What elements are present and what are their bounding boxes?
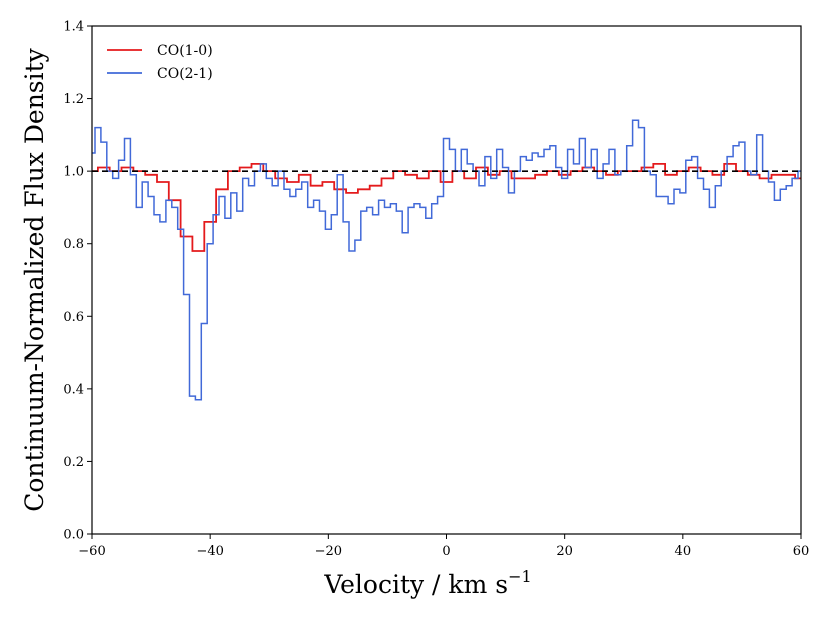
y-tick-label: 1.2 (63, 92, 84, 107)
x-axis-title: Velocity / km s−1 (323, 567, 531, 599)
series-line-co-2-1 (92, 119, 801, 401)
x-ticks: −60 −40 −20 0 20 40 60 (78, 534, 809, 559)
y-tick-label: 1.0 (63, 165, 84, 180)
x-tick-label: −40 (196, 544, 223, 559)
x-tick-label: 0 (442, 544, 450, 559)
legend: CO(1-0) CO(2-1) (107, 43, 213, 82)
x-tick-label: 40 (675, 544, 692, 559)
x-tick-label: −20 (315, 544, 342, 559)
series-layer (92, 119, 801, 401)
y-tick-label: 0.2 (63, 455, 84, 470)
x-tick-label: 20 (556, 544, 573, 559)
y-tick-label: 0.4 (63, 382, 84, 397)
x-axis-title-exponent: −1 (508, 567, 532, 586)
legend-label-co10: CO(1-0) (157, 43, 213, 59)
y-tick-label: 0.8 (63, 237, 84, 252)
y-tick-label: 0.6 (63, 310, 84, 325)
series-line-co-1-0 (92, 163, 801, 252)
x-tick-label: −60 (78, 544, 105, 559)
y-tick-label: 1.4 (63, 20, 84, 35)
y-ticks: 0.0 0.2 0.4 0.6 0.8 1.0 1.2 1.4 (63, 20, 92, 543)
y-axis-title: Continuum-Normalized Flux Density (20, 47, 49, 511)
x-tick-label: 60 (793, 544, 810, 559)
x-axis-title-main: Velocity / km s (323, 570, 508, 599)
legend-label-co21: CO(2-1) (157, 66, 213, 82)
y-tick-label: 0.0 (63, 528, 84, 543)
plot-background (92, 26, 801, 534)
